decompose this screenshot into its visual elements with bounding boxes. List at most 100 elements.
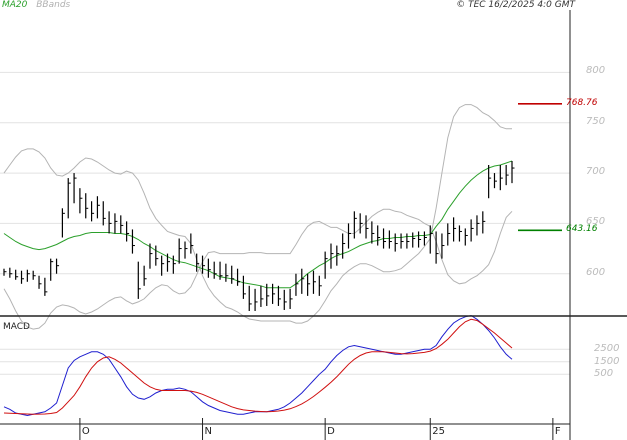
price-bar [365,215,369,239]
price-bar [207,258,211,278]
macd-lines [3,314,513,417]
price-bar [295,273,299,296]
price-bar [102,201,106,226]
price-bar [96,196,100,219]
price-bar [126,221,130,242]
price-bar [441,233,445,259]
price-bar [505,165,509,186]
x-tick-label: 25 [432,426,445,437]
ma20-series [3,160,513,289]
price-bar [423,231,427,246]
price-bar [277,285,281,306]
bollinger-bands [3,104,513,330]
price-bar [32,270,36,280]
price-bar [55,258,60,274]
price-bar [219,261,223,280]
price-ytick-label: 700 [586,166,606,178]
price-bar [289,288,293,309]
macd-series [3,314,513,417]
bband-lower [3,208,513,330]
macd-ytick-label: 2500 [594,343,620,355]
x-tick-label: F [554,426,561,437]
price-bar [85,193,89,219]
price-bar [353,211,357,239]
price-bar [406,233,410,249]
price-bar [172,255,176,274]
x-tick-label: D [327,426,335,437]
price-bar [476,215,480,236]
price-bar [254,288,258,311]
price-bar [3,268,7,276]
price-bar [50,258,54,281]
macd-ytick-label: 1500 [594,355,620,367]
price-bar [225,263,229,282]
price-ytick-label: 800 [586,65,606,77]
price-bar [20,270,25,284]
price-bar [482,211,486,234]
price-bar [131,229,135,254]
price-bar [248,285,252,311]
price-bar [108,211,112,234]
price-bars [3,160,515,311]
legend-bbands: BBands [36,0,71,10]
price-bar [161,255,165,276]
price-bar [79,188,83,214]
signal-series [3,318,513,415]
price-bar [429,225,433,254]
macd-ytick-label: 500 [594,368,614,380]
price-bar [493,173,497,189]
price-bar [231,265,235,284]
price-gridlines [0,71,570,275]
price-bar [388,230,392,249]
price-bar [242,275,246,299]
price-bar [283,289,287,310]
price-bar [143,265,147,286]
price-bar [90,201,95,222]
price-bar [67,178,71,219]
price-bar [307,273,311,296]
price-bar [453,217,457,242]
price-bar [312,270,316,294]
price-bar [196,253,200,272]
price-bar [137,261,141,299]
price-bar [271,283,276,304]
price-bar [61,208,65,238]
price-bar [488,165,492,199]
macd-title: MACD [3,322,30,332]
price-bar [236,268,241,286]
level-lines [518,103,562,232]
price-bar [26,269,30,282]
price-bar [417,231,422,248]
price-bar [201,255,206,274]
price-ytick-label: 600 [586,266,606,278]
price-bar [458,225,462,242]
price-bar [330,243,334,269]
price-bar [382,228,387,249]
price-bar [38,275,42,289]
price-bar [394,233,398,252]
level-label-high: 768.76 [566,97,598,108]
price-bar [359,213,363,234]
price-bar [377,225,381,246]
bband-upper [3,104,512,324]
price-bar [318,275,322,296]
price-bar [260,285,264,307]
price-bar [412,232,416,248]
price-bar [464,228,468,246]
price-bar [178,238,182,264]
price-bar [499,165,503,191]
price-bar [511,160,515,184]
price-bar [435,231,439,264]
price-bar [336,245,340,266]
price-bar [166,253,170,272]
price-bar [324,251,328,279]
price-bar [184,241,188,259]
price-bar [9,267,13,278]
chart-frame [0,10,627,440]
price-bar [347,223,352,249]
indicator-legend: MA20 BBands [2,0,70,10]
price-bar [470,219,474,242]
price-bar [400,233,404,249]
price-bar [114,213,118,234]
